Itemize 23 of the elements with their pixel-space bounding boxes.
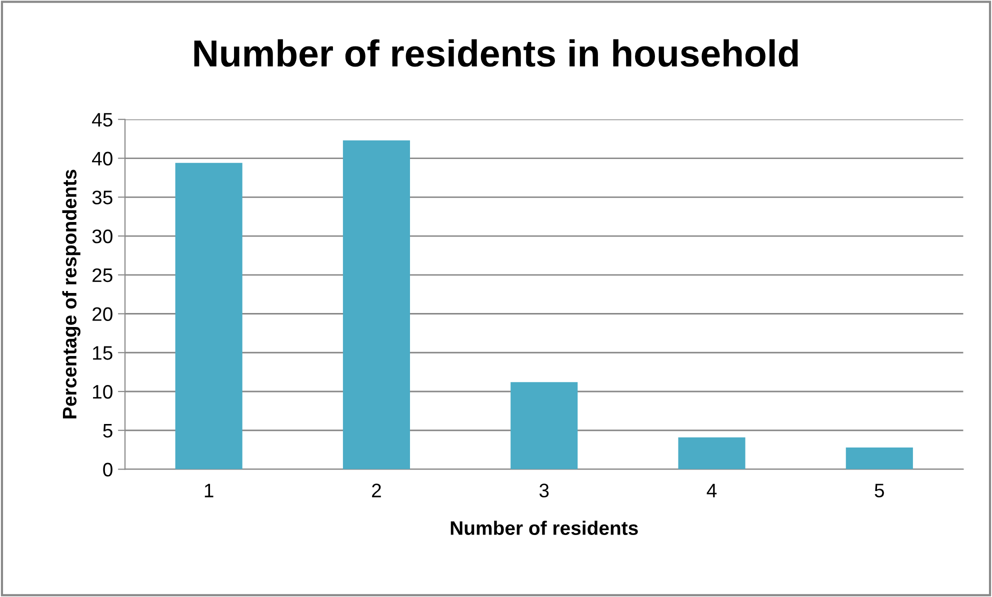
y-tick-label: 0 (103, 462, 112, 476)
x-tick-label: 5 (874, 484, 884, 498)
x-axis-title: Number of residents (450, 520, 638, 535)
y-tick-label: 20 (92, 307, 112, 321)
x-tick-label: 3 (539, 484, 549, 498)
x-tick-label: 1 (204, 484, 214, 498)
y-tick-label: 15 (93, 346, 112, 360)
y-tick-label: 25 (92, 268, 112, 282)
y-tick-label: 5 (103, 424, 112, 438)
x-tick-label: 2 (372, 484, 381, 498)
bar (342, 140, 410, 470)
y-tick-label: 45 (92, 113, 112, 127)
bar (678, 437, 746, 470)
y-tick-label: 35 (92, 190, 112, 204)
x-tick-label: 4 (706, 484, 717, 498)
y-axis-title: Percentage of respondents (62, 170, 80, 418)
bar (175, 162, 242, 470)
y-tick-label: 30 (92, 229, 112, 244)
bar (510, 382, 578, 470)
y-tick-label: 10 (93, 384, 112, 399)
chart-title: Number of residents in household (194, 39, 798, 67)
bar (846, 447, 913, 470)
y-tick-label: 40 (92, 152, 112, 166)
